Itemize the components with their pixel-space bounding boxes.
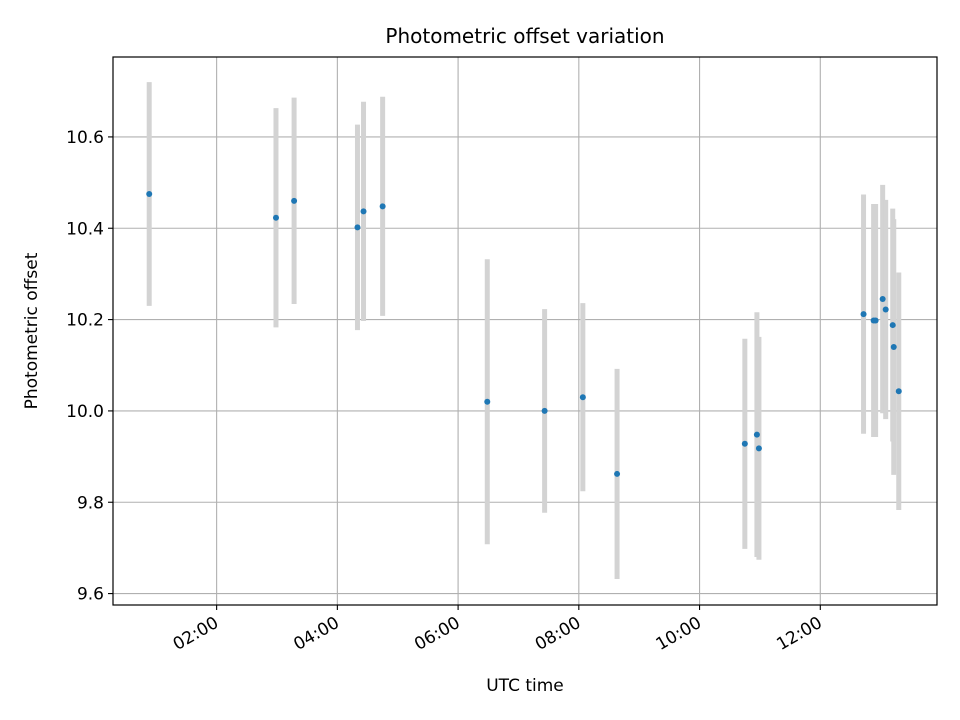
- y-tick-label: 9.8: [77, 493, 104, 513]
- data-point: [753, 431, 760, 438]
- y-tick-label: 9.6: [77, 585, 104, 605]
- data-point: [614, 470, 621, 477]
- y-tick-label: 10.0: [66, 402, 104, 422]
- x-axis-label: UTC time: [486, 676, 564, 696]
- data-point: [872, 317, 879, 324]
- data-point: [291, 197, 298, 204]
- data-point: [860, 311, 867, 318]
- data-point: [272, 214, 279, 221]
- data-point: [379, 203, 386, 210]
- data-point: [755, 445, 762, 452]
- grid: [113, 57, 937, 605]
- y-tick-label: 10.4: [66, 219, 104, 239]
- y-axis-label: Photometric offset: [22, 252, 42, 409]
- plot-frame: [112, 56, 938, 606]
- markers: [146, 191, 902, 477]
- y-tick-label: 10.2: [66, 311, 104, 331]
- data-point: [579, 394, 586, 401]
- data-point: [879, 296, 886, 303]
- data-point: [146, 191, 153, 197]
- data-point: [360, 208, 367, 215]
- data-point: [354, 224, 361, 231]
- y-axis-ticks: 9.6 9.8 10.0 10.2 10.4 10.6: [66, 128, 113, 605]
- data-point: [541, 407, 548, 414]
- data-point: [889, 322, 896, 329]
- data-point: [890, 343, 897, 350]
- data-point: [484, 398, 491, 405]
- chart-title: Photometric offset variation: [385, 24, 664, 48]
- data-point: [882, 306, 889, 313]
- data-point: [895, 388, 902, 395]
- data-point: [741, 440, 748, 447]
- y-tick-label: 10.6: [66, 128, 104, 148]
